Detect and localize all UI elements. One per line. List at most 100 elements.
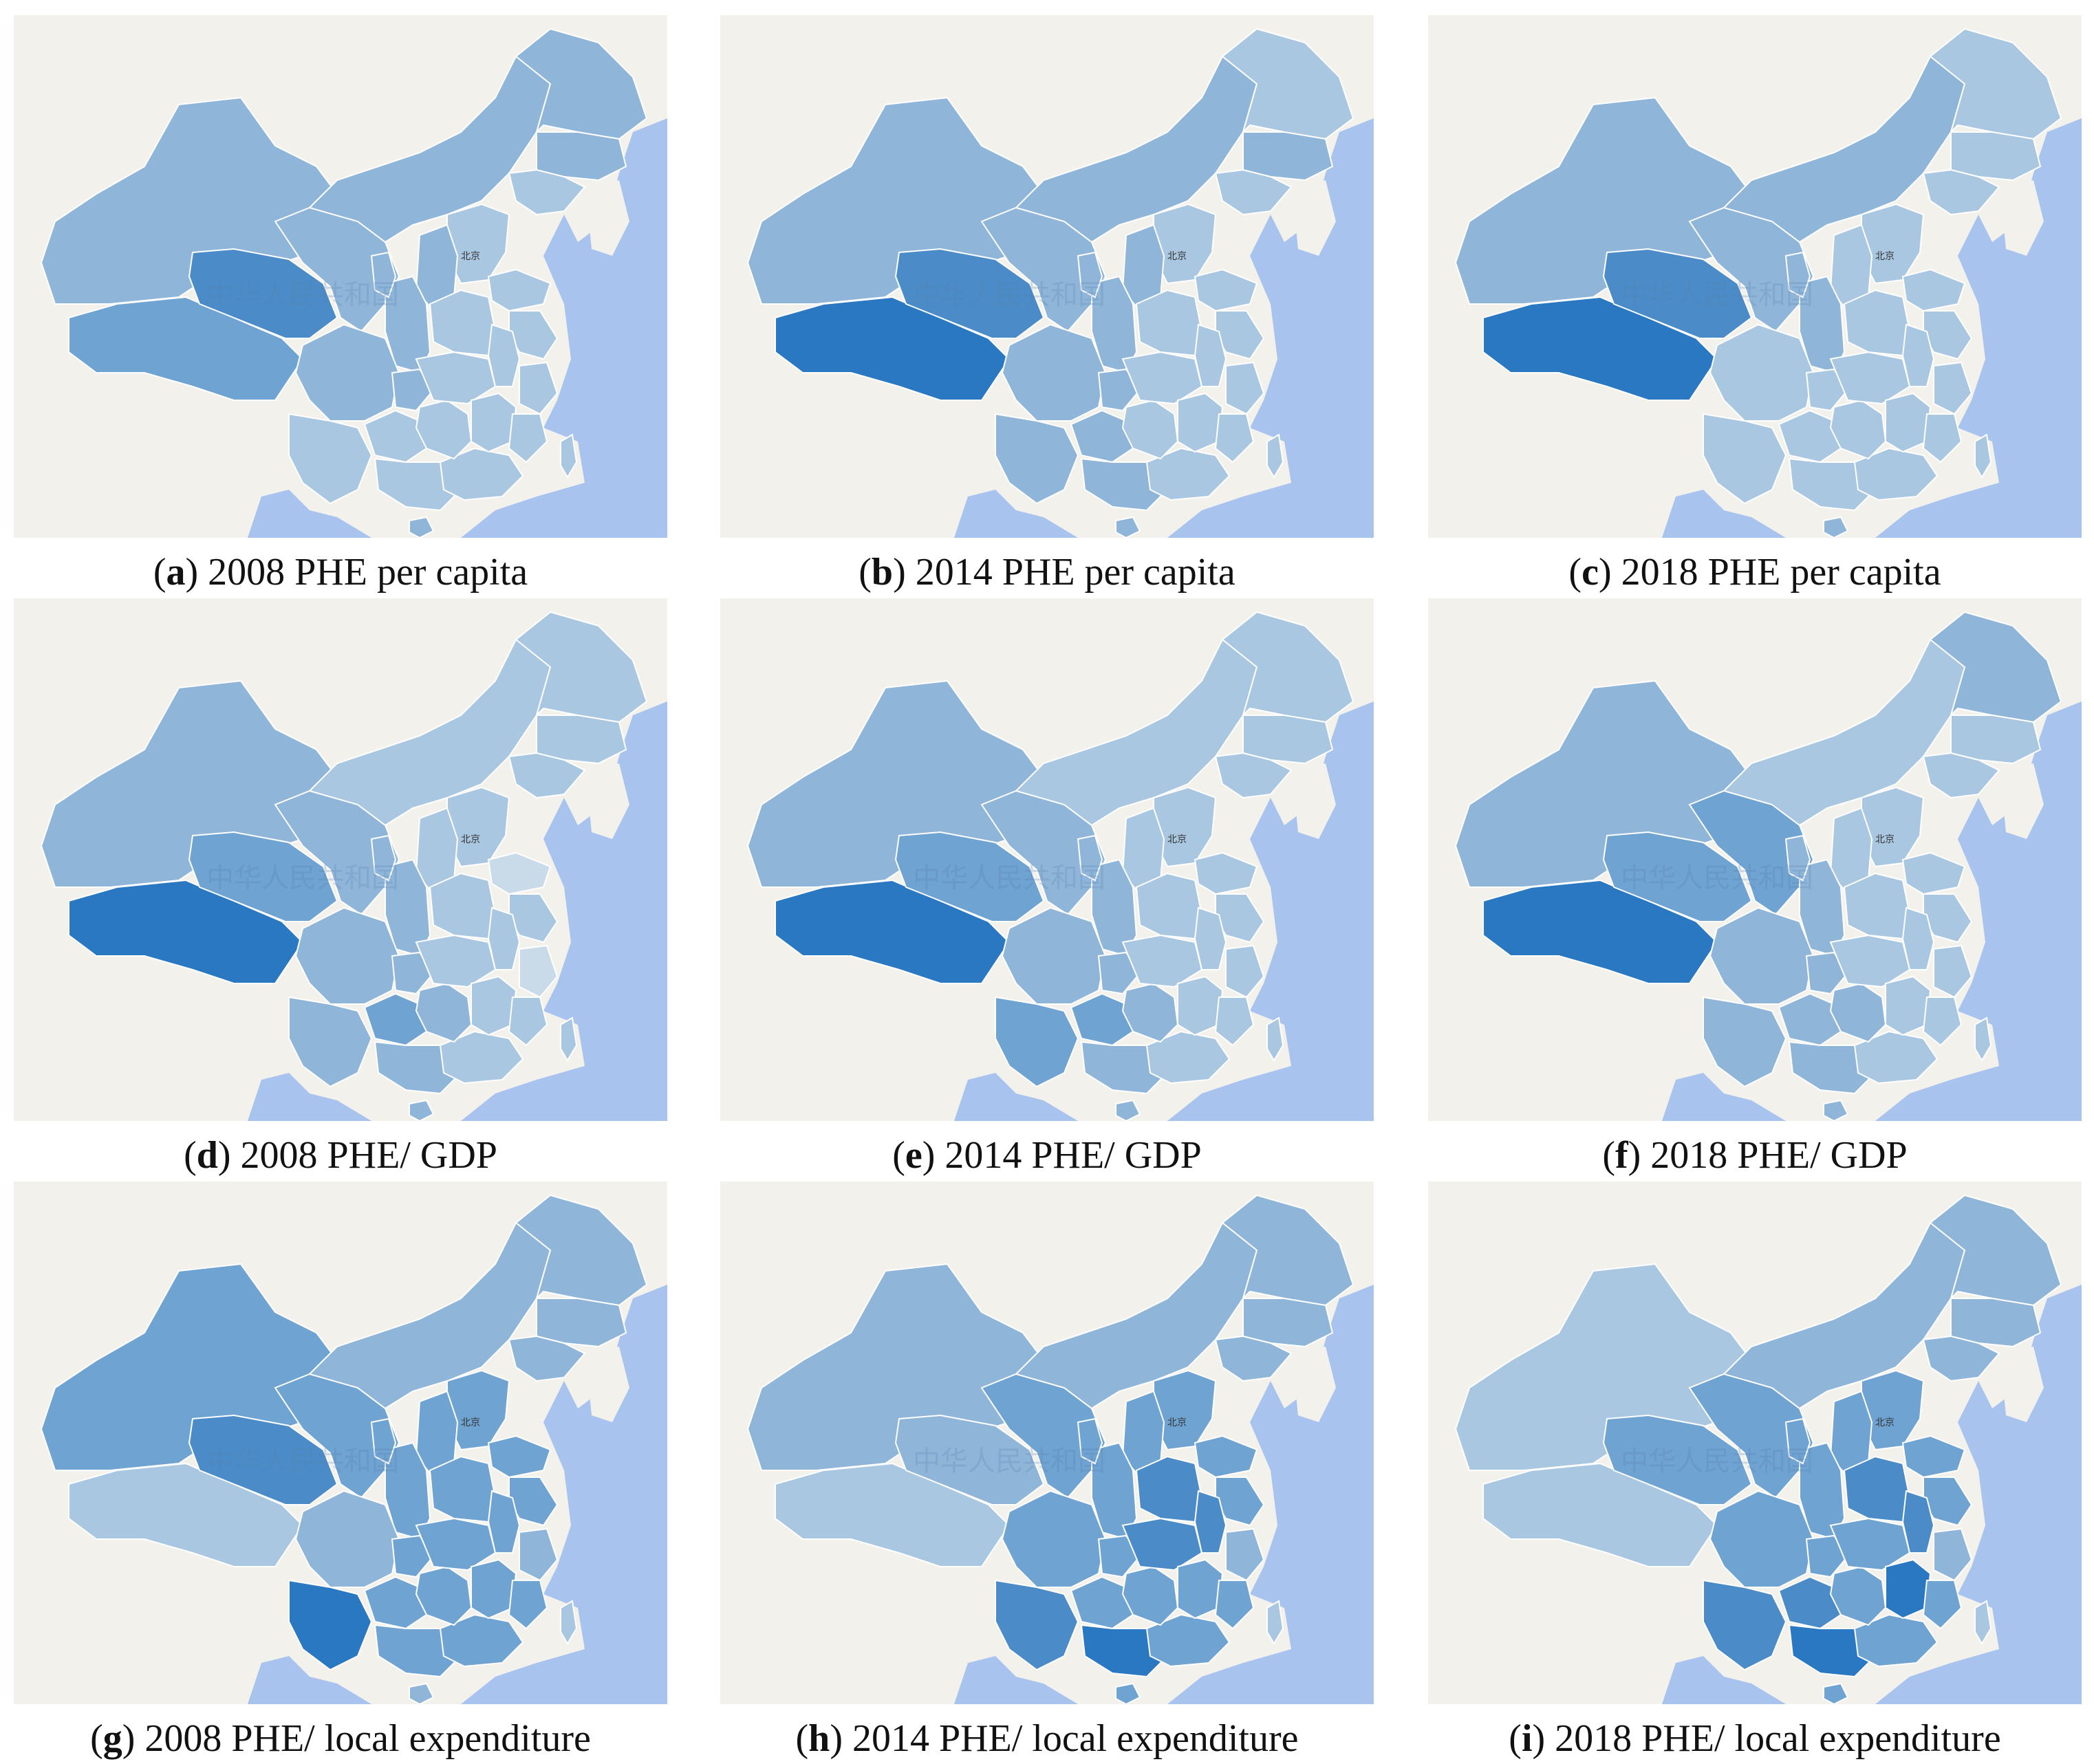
choropleth-map: 中华人民共和国 北京 <box>720 1182 1374 1704</box>
choropleth-map: 中华人民共和国 北京 <box>14 598 667 1121</box>
south-sea <box>954 1073 1078 1121</box>
panel-title: ) 2014 PHE/ GDP <box>922 1134 1202 1177</box>
beijing-label: 北京 <box>1875 834 1895 845</box>
province-hainan <box>409 516 435 538</box>
panel-letter: d <box>196 1134 218 1177</box>
province-guangxi <box>374 1624 462 1678</box>
province-hainan <box>1823 1682 1849 1704</box>
province-ningxia <box>370 1417 397 1465</box>
choropleth-map: 中华人民共和国 北京 <box>1428 15 2082 538</box>
province-zhejiang <box>1225 361 1265 415</box>
panel-title: ) 2018 PHE per capita <box>1598 551 1941 594</box>
province-tibet <box>68 1462 304 1567</box>
panel-caption: (b) 2014 PHE per capita <box>859 551 1235 594</box>
korea-land <box>1291 180 1336 256</box>
map-panel-e: 中华人民共和国 北京 (e) 2014 PHE/ GDP <box>720 598 1374 1177</box>
province-zhejiang <box>1225 944 1265 999</box>
korea-land <box>1999 1347 2044 1422</box>
map-panel-d: 中华人民共和国 北京 (d) 2008 PHE/ GDP <box>14 598 667 1177</box>
province-tibet <box>1482 879 1718 984</box>
panel-title: ) 2008 PHE per capita <box>185 551 528 594</box>
province-fujian <box>1922 997 1963 1047</box>
province-ningxia <box>370 834 397 882</box>
province-zhejiang <box>519 944 559 999</box>
province-sichuan <box>294 906 400 1005</box>
province-taiwan <box>560 433 578 479</box>
panel-caption: (h) 2014 PHE/ local expenditure <box>795 1717 1299 1760</box>
korea-land <box>585 763 629 839</box>
province-qinghai <box>188 248 338 339</box>
map-watermark: 中华人民共和国 <box>206 279 399 311</box>
panel-letter: g <box>102 1717 122 1760</box>
province-sichuan <box>294 323 400 422</box>
province-shandong <box>1901 268 1966 312</box>
province-guangdong <box>439 447 524 501</box>
province-yunnan <box>288 996 373 1088</box>
map-panel-f: 中华人民共和国 北京 (f) 2018 PHE/ GDP <box>1428 598 2082 1177</box>
map-watermark: 中华人民共和国 <box>913 862 1105 894</box>
panel-title: ) 2008 PHE/ GDP <box>217 1134 497 1177</box>
province-sichuan <box>1709 1490 1815 1588</box>
province-taiwan <box>1974 1600 1992 1645</box>
province-guangdong <box>1853 1613 1939 1668</box>
province-qinghai <box>894 831 1045 922</box>
province-qinghai <box>188 1414 338 1505</box>
map-watermark: 中华人民共和国 <box>1621 862 1813 894</box>
south-sea <box>248 490 371 538</box>
map-panel-c: 中华人民共和国 北京 (c) 2018 PHE per capita <box>1428 15 2082 594</box>
province-liaoning <box>1922 752 2000 799</box>
province-shandong <box>1901 1435 1966 1479</box>
panel-title: ) 2008 PHE/ local expenditure <box>122 1717 591 1760</box>
province-hainan <box>409 1099 435 1121</box>
province-yunnan <box>1703 413 1787 505</box>
map-watermark: 中华人民共和国 <box>913 279 1105 311</box>
panel-letter: i <box>1521 1717 1533 1760</box>
province-guangxi <box>1788 1041 1877 1095</box>
korea-land <box>1999 763 2044 839</box>
province-guangdong <box>1853 1030 1939 1085</box>
province-guangxi <box>1788 457 1877 512</box>
choropleth-map: 中华人民共和国 北京 <box>1428 598 2082 1121</box>
province-liaoning <box>508 168 586 216</box>
province-taiwan <box>1266 433 1284 479</box>
province-liaoning <box>1214 752 1293 799</box>
province-guangdong <box>1145 447 1231 501</box>
panel-caption: (i) 2018 PHE/ local expenditure <box>1509 1717 2001 1760</box>
map-watermark: 中华人民共和国 <box>206 1446 399 1477</box>
province-tibet <box>775 296 1011 401</box>
province-guangdong <box>1145 1030 1231 1085</box>
panel-title: ) 2014 PHE per capita <box>893 551 1235 594</box>
province-guangxi <box>1080 1041 1169 1095</box>
province-shandong <box>487 268 552 312</box>
beijing-label: 北京 <box>461 834 480 845</box>
province-chongqing <box>1805 1534 1849 1578</box>
map-watermark: 中华人民共和国 <box>1621 1446 1813 1477</box>
province-hainan <box>1115 1682 1141 1704</box>
province-shandong <box>487 851 552 895</box>
province-shandong <box>487 1435 552 1479</box>
province-qinghai <box>1602 831 1753 922</box>
province-anhui <box>487 323 521 387</box>
province-tibet <box>68 296 304 401</box>
province-zhejiang <box>1225 1527 1265 1582</box>
province-ningxia <box>1784 834 1811 882</box>
province-sichuan <box>1001 1490 1107 1588</box>
province-hainan <box>1823 1099 1849 1121</box>
panel-letter: a <box>166 551 186 594</box>
province-taiwan <box>1266 1016 1284 1062</box>
province-ningxia <box>1077 251 1103 298</box>
province-fujian <box>1214 413 1255 464</box>
province-guangxi <box>374 1041 462 1095</box>
province-zhejiang <box>1933 1527 1973 1582</box>
south-sea <box>248 1656 371 1704</box>
province-yunnan <box>288 413 373 505</box>
province-tibet <box>775 879 1011 984</box>
province-chongqing <box>391 1534 435 1578</box>
province-zhejiang <box>519 1527 559 1582</box>
panel-caption: (f) 2018 PHE/ GDP <box>1602 1134 1908 1177</box>
province-anhui <box>1194 1490 1227 1554</box>
south-sea <box>1662 1073 1786 1121</box>
panel-title: ) 2014 PHE/ local expenditure <box>830 1717 1299 1760</box>
province-chongqing <box>391 951 435 995</box>
choropleth-map: 中华人民共和国 北京 <box>720 598 1374 1121</box>
